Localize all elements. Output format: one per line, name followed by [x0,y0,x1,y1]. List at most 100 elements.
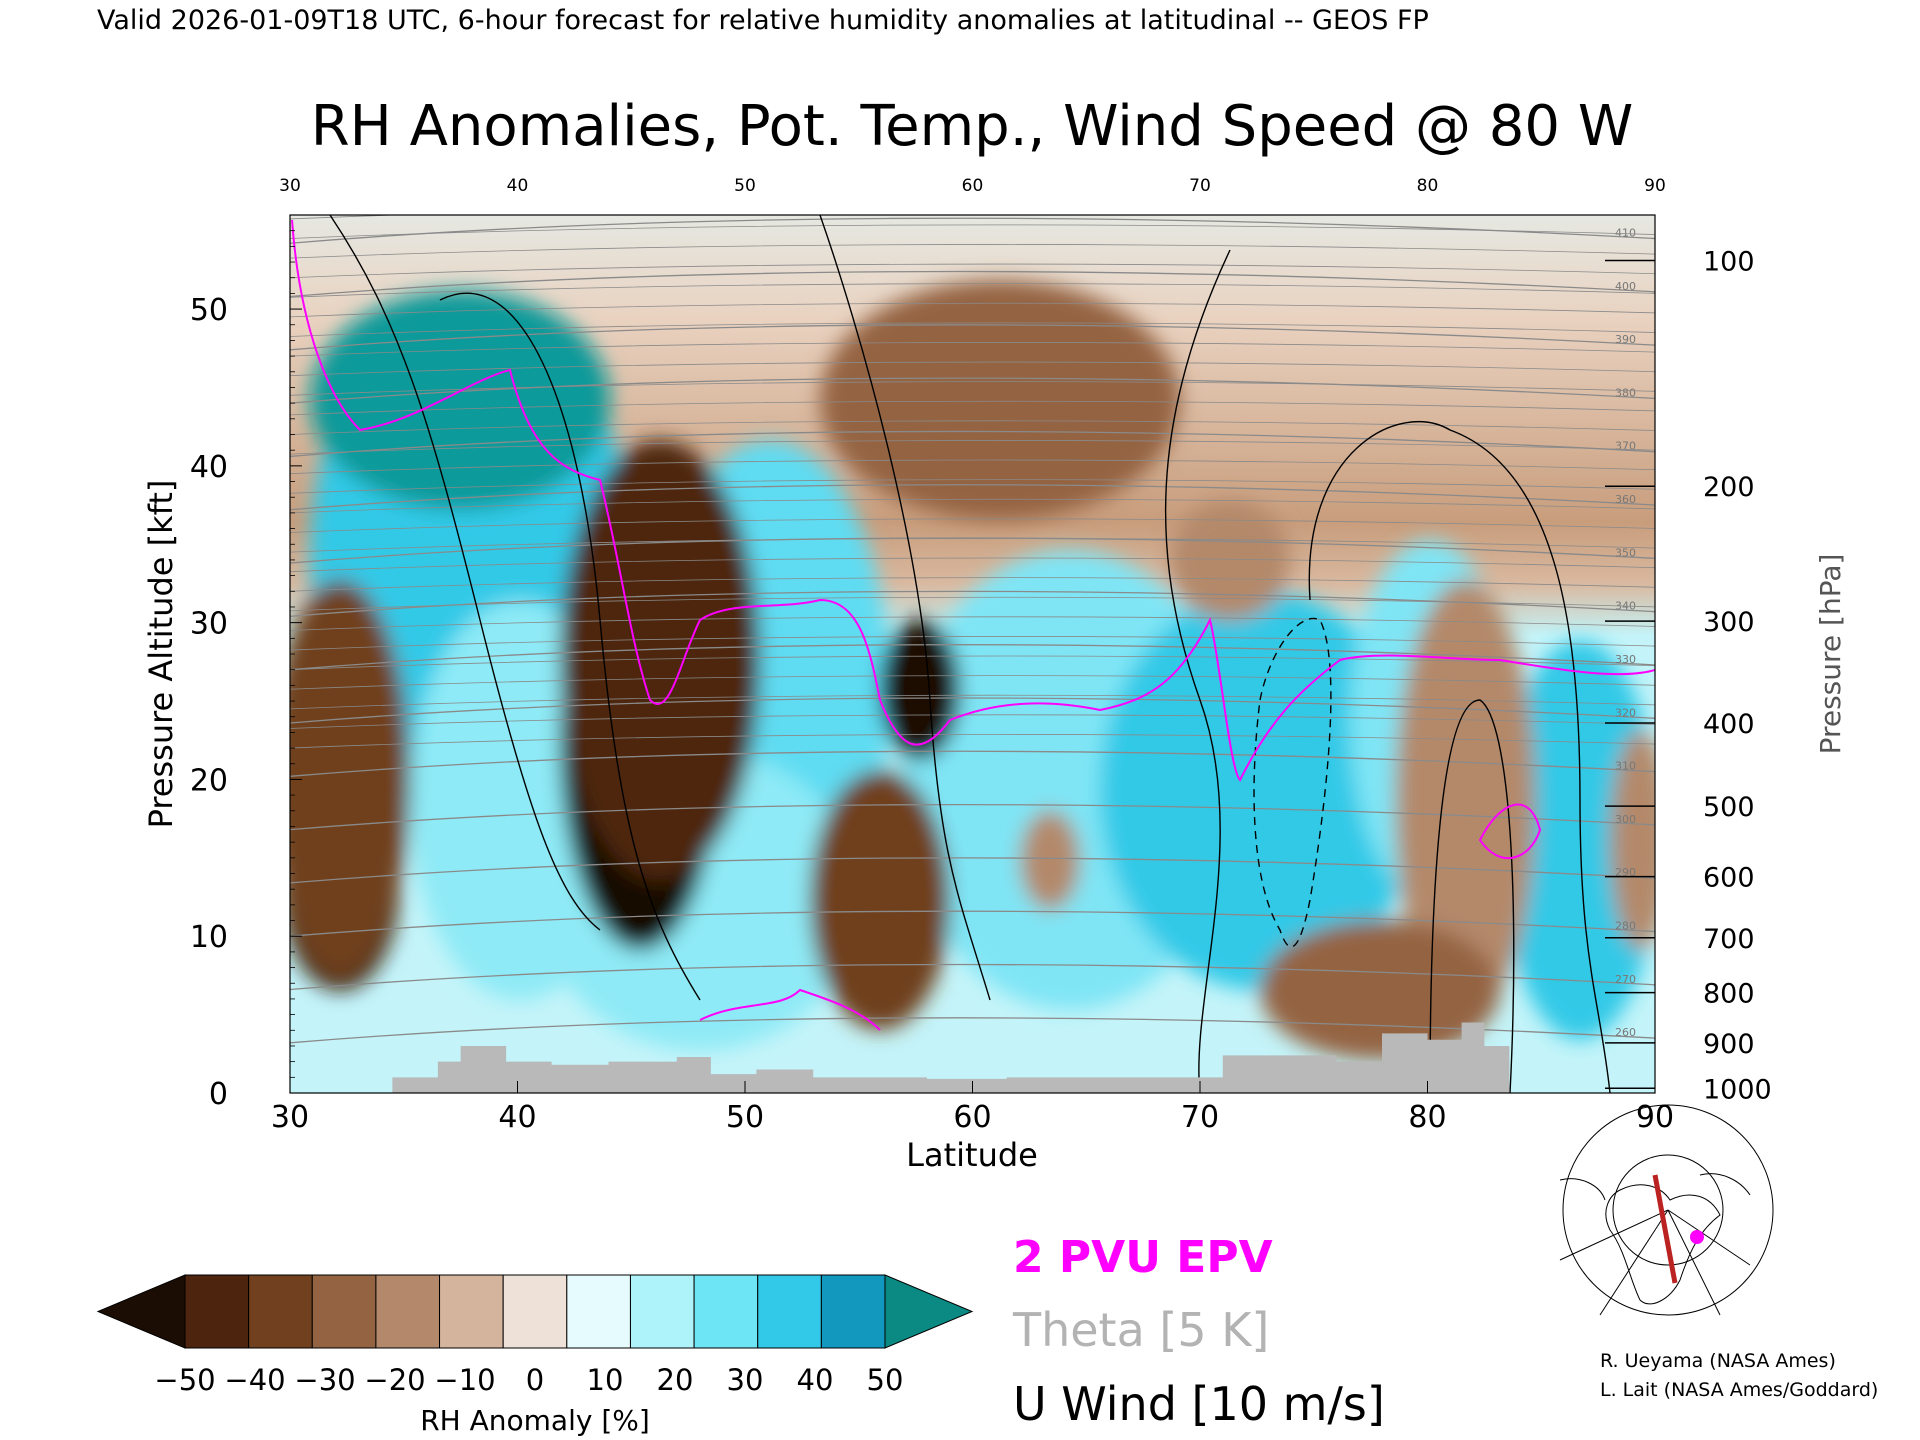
wind-contour-negative [1253,617,1332,948]
theta-label: 380 [1615,386,1636,399]
wind-contour [1164,249,1231,1093]
theta-contour [290,484,1655,511]
theta-contour-fine [290,479,1655,494]
x-top-tick-label: 70 [1189,176,1211,196]
theta-label: 350 [1615,546,1636,559]
epv-contours [291,219,1655,1031]
pressure-tick-label: 600 [1703,863,1755,894]
x-top-tick-label: 40 [507,176,529,196]
theta-contour-fine [290,498,1655,514]
colorbar-tick-label: 20 [657,1363,694,1397]
credit-line-2: L. Lait (NASA Ames/Goddard) [1600,1379,1878,1401]
chart-title: RH Anomalies, Pot. Temp., Wind Speed @ 8… [311,94,1633,159]
colorbar-tick-label: −10 [434,1363,495,1397]
theta-contour-fine [290,263,1655,279]
theta-contour [290,217,1655,244]
theta-contour [290,750,1655,777]
x-top-tick-label: 50 [734,176,756,196]
pressure-tick-label: 800 [1703,979,1755,1010]
x-top-tick-label: 90 [1644,176,1666,196]
theta-label: 410 [1615,227,1636,240]
epv-contour [1478,803,1542,860]
colorbar-tick-label: −50 [154,1363,215,1397]
x-axis-label: Latitude [906,1136,1038,1174]
theta-label: 370 [1615,440,1636,453]
theta-contour-fine [290,636,1655,651]
x-axis-top: 30 40 50 60 70 80 90 [279,176,1666,196]
map-coastline [1559,1178,1606,1201]
wind-contour [1429,699,1515,1093]
colorbar-cell [693,1274,759,1349]
theta-contour [290,803,1655,831]
colorbar-tick-label: 40 [797,1363,834,1397]
y-tick-label: 40 [190,450,228,485]
map-graticule [1667,1209,1751,1266]
theta-contour [290,430,1655,458]
map-graticule [1599,1209,1669,1316]
y-axis: 0 10 20 30 40 50 [190,230,302,1112]
colorbar-max-arrow [884,1274,974,1349]
theta-contour-fine [290,694,1655,710]
colorbar-cell [566,1274,631,1349]
credit-line-1: R. Ueyama (NASA Ames) [1600,1350,1836,1372]
theta-contour [290,270,1655,298]
map-coastline [1605,1184,1721,1305]
theta-contour-fine [290,244,1655,259]
theta-label: 390 [1615,333,1636,346]
colorbar-tick-label: 30 [727,1363,764,1397]
legend-theta: Theta [5 K] [1012,1303,1269,1357]
map-graticule [1667,1209,1721,1316]
colorbar-tick-label: −40 [224,1363,285,1397]
theta-label: 360 [1615,493,1636,506]
dry-blob [290,580,410,980]
theta-contour [290,324,1655,351]
dry-blob [1020,810,1080,910]
theta-contour-fine [290,557,1655,573]
colorbar-tick-label: −20 [364,1363,425,1397]
colorbar-cell [757,1274,822,1349]
theta-contour [290,963,1655,991]
theta-contour-fine [290,283,1655,298]
y-tick-label: 10 [190,920,228,955]
y-tick-label: 50 [190,293,228,328]
theta-label: 310 [1615,760,1636,773]
dry-blob [1260,920,1500,1060]
x-tick-label: 60 [953,1100,991,1135]
colorbar-cell [184,1274,250,1349]
map-marker [1690,1230,1704,1244]
rh-anomaly-blobs [290,280,1655,1060]
theta-label: 280 [1615,920,1636,933]
colorbar-cell [248,1274,313,1349]
map-graticule [1562,1104,1774,1316]
theta-contour [290,697,1655,724]
colorbar-min-arrow [96,1274,186,1349]
theta-contour [290,1017,1655,1044]
theta-contour-fine [290,459,1655,475]
pressure-tick-label: 100 [1703,246,1755,277]
dry-blob [1610,730,1655,950]
x-tick-label: 80 [1408,1100,1446,1135]
pressure-tick-label: 200 [1703,472,1755,503]
colorbar-cell [820,1274,886,1349]
y-axis-label: Pressure Altitude [kft] [142,480,180,829]
pressure-tick-label: 500 [1703,792,1755,823]
colorbar-tick-label: 0 [526,1363,544,1397]
colorbar-cell [502,1274,568,1349]
theta-contour-fine [290,400,1655,416]
theta-contour-fine [290,675,1655,690]
theta-label: 270 [1615,973,1636,986]
theta-contour-fine [290,420,1655,435]
pressure-tick-label: 900 [1703,1029,1755,1060]
colorbar-tick-label: −30 [294,1363,355,1397]
x-tick-label: 30 [271,1100,309,1135]
theta-contour-fine [290,440,1655,455]
colorbar-cell [375,1274,441,1349]
legend-wind: U Wind [10 m/s] [1013,1377,1385,1431]
wind-contour [819,215,991,1001]
theta-contour-fine [290,538,1655,553]
theta-contour-fine [290,302,1655,318]
colorbar-tick-label: 50 [867,1363,904,1397]
map-frame [1555,1165,1755,1315]
y-tick-label: 20 [190,763,228,798]
theta-label: 300 [1615,813,1636,826]
